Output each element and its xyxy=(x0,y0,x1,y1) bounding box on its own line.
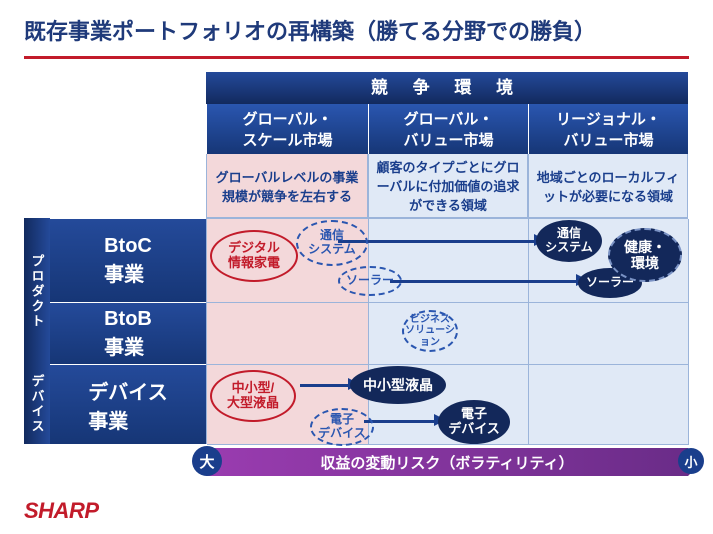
arrow-edev xyxy=(364,420,436,423)
sharp-logo: SHARP xyxy=(24,498,99,524)
bubble-solar-dashed: ソーラー xyxy=(338,266,402,296)
cell-2-3 xyxy=(529,303,689,365)
bubble-tsushin-dashed: 通信 システム xyxy=(296,220,368,266)
volatility-right-label: 小 xyxy=(678,448,704,474)
col-header-global-value: グローバル・ バリュー市場 xyxy=(368,104,528,154)
arrow-lcd xyxy=(300,384,350,387)
top-header: 競 争 環 境 xyxy=(206,72,688,104)
col-desc-3: 地域ごとのローカルフィットが必要になる領域 xyxy=(528,154,688,218)
cell-2-1 xyxy=(207,303,369,365)
col-header-global-scale: グローバル・ スケール市場 xyxy=(206,104,368,154)
bubble-digital-home: デジタル 情報家電 xyxy=(210,230,298,282)
bubble-lcd-ring: 中小型/ 大型液晶 xyxy=(210,370,296,422)
row-header-btoc: BtoC 事業 xyxy=(50,218,206,302)
title-underline xyxy=(24,56,689,59)
col-header-regional-value: リージョナル・ バリュー市場 xyxy=(528,104,688,154)
col-desc-1: グローバルレベルの事業規模が競争を左右する xyxy=(206,154,368,218)
bubble-bizsol: ビジネス ソリューション xyxy=(402,310,458,352)
volatility-bar: 収益の変動リスク（ボラティリティ） xyxy=(206,448,688,476)
row-header-device: デバイス 事業 xyxy=(50,364,206,444)
row-header-btob: BtoB 事業 xyxy=(50,302,206,364)
side-tab-device: デバイス xyxy=(24,364,50,444)
bubble-edev-dark: 電子 デバイス xyxy=(438,400,510,444)
bubble-lcd-mid: 中小型液晶 xyxy=(350,366,446,404)
cell-3-3 xyxy=(529,365,689,445)
col-desc-2: 顧客のタイプごとにグローバルに付加価値の追求ができる領域 xyxy=(368,154,528,218)
portfolio-diagram: 競 争 環 境 グローバル・ スケール市場 グローバル・ バリュー市場 リージョ… xyxy=(24,72,688,482)
volatility-left-label: 大 xyxy=(192,446,222,476)
page-title: 既存事業ポートフォリオの再構築（勝てる分野での勝負） xyxy=(0,0,713,52)
bubble-edev-dashed: 電子 デバイス xyxy=(310,408,374,446)
arrow-solar xyxy=(390,280,578,283)
side-tab-product: プロダクト xyxy=(24,218,50,364)
bubble-tsushin-dark: 通信 システム xyxy=(536,220,602,262)
bubble-kenko: 健康・ 環境 xyxy=(608,228,682,282)
